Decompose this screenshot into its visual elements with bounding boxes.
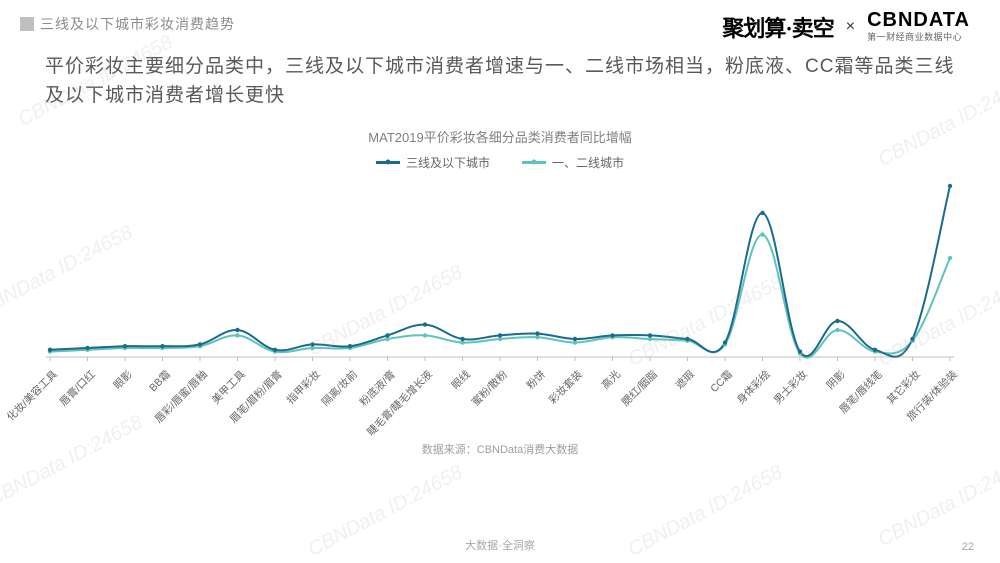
x-axis-label: 腮红/胭脂 [618,367,660,409]
x-axis-label: 高光 [598,367,623,392]
x-axis-label: BB霜 [145,367,173,395]
x-axis-label: 眼线 [448,367,473,392]
legend-swatch-1 [376,161,400,164]
section-title: 三线及以下城市彩妆消费趋势 [40,14,235,34]
chart-title: MAT2019平价彩妆各细分品类消费者同比增幅 [0,127,1000,146]
legend-item-2: 一、二线城市 [522,154,624,171]
x-axis-label: CC霜 [707,367,736,396]
logo-separator: × [846,18,855,36]
legend-swatch-2 [522,161,546,164]
data-source: 数据来源：CBNData消费大数据 [0,441,1000,457]
x-axis-label: 眼影 [110,367,135,392]
logo-cbndata-text: CBNDATA [867,10,970,30]
logo-cbndata: CBNDATA 第一财经商业数据中心 [867,10,970,43]
chart-legend: 三线及以下城市 一、二线城市 [0,154,1000,171]
legend-label-2: 一、二线城市 [552,154,624,171]
x-axis-labels: 化妆/美容工具唇膏/口红眼影BB霜唇彩/唇蜜/唇釉美甲工具眉笔/眉粉/眉膏指甲彩… [40,367,960,437]
section-marker [20,17,34,31]
x-axis-label: 男士彩妆 [770,367,810,407]
x-axis-label: 彩妆套装 [545,367,585,407]
x-axis-label: 遮瑕 [673,367,698,392]
logo-cbndata-sub: 第一财经商业数据中心 [867,30,970,43]
x-axis-label: 化妆/美容工具 [3,367,60,424]
line-chart: 化妆/美容工具唇膏/口红眼影BB霜唇彩/唇蜜/唇釉美甲工具眉笔/眉粉/眉膏指甲彩… [40,177,960,437]
x-axis-label: 阴影 [823,367,848,392]
x-axis-label: 唇膏/口红 [56,367,98,409]
footer-text: 大数据·全洞察 [0,537,1000,553]
x-axis-label: 隔离/妆前 [318,367,360,409]
legend-label-1: 三线及以下城市 [406,154,490,171]
page-number: 22 [962,541,974,553]
legend-item-1: 三线及以下城市 [376,154,490,171]
x-axis-label: 蜜粉/散粉 [468,367,510,409]
x-axis-label: 粉饼 [523,367,548,392]
x-axis-label: 身体彩绘 [733,367,773,407]
logo-juhuasuan: 聚划算·卖空 [722,11,833,43]
logos: 聚划算·卖空 × CBNDATA 第一财经商业数据中心 [722,10,970,43]
x-axis-label: 睫毛膏/睫毛增长液 [364,367,436,439]
page-title: 平价彩妆主要细分品类中，三线及以下城市消费者增速与一、二线市场相当，粉底液、CC… [0,34,1000,111]
x-axis-label: 指甲彩妆 [283,367,323,407]
